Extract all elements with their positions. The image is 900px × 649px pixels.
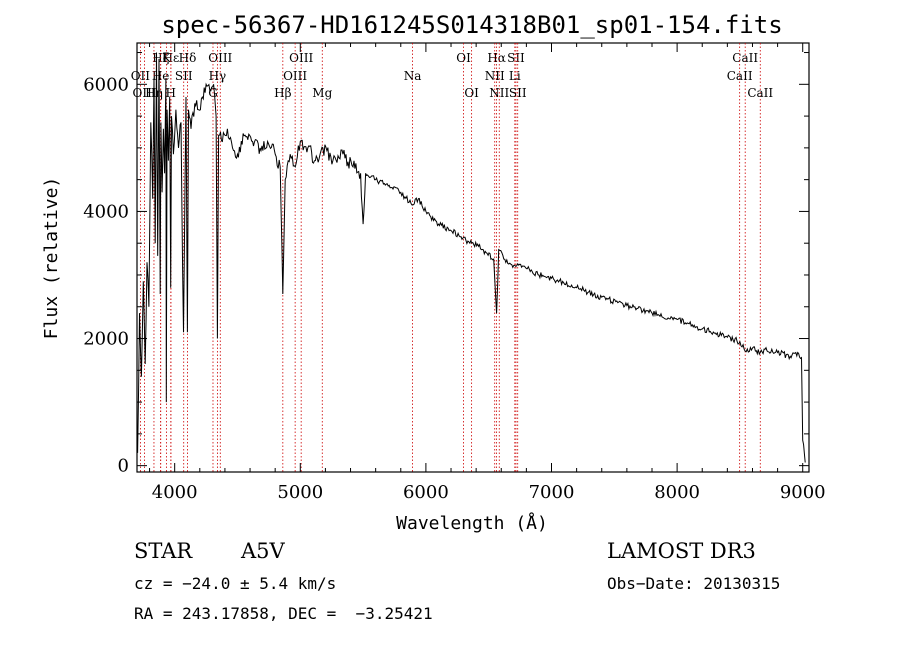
obs-date: Obs−Date: 20130315 xyxy=(607,574,781,593)
line-marker-label-8: H xyxy=(166,86,176,100)
line-marker-label-15: OIII xyxy=(283,69,307,83)
line-marker-label-13: Hβ xyxy=(274,86,291,100)
line-marker-label-12: G xyxy=(208,86,218,100)
y-tick-label-1: 2000 xyxy=(83,329,129,350)
line-marker-label-21: NII xyxy=(485,69,505,83)
x-tick-label-5: 9000 xyxy=(780,482,826,503)
y-tick-label-2: 4000 xyxy=(83,201,129,222)
redshift-cz: cz = −24.0 ± 5.4 km/s xyxy=(134,574,337,593)
line-marker-label-7: SII xyxy=(175,69,193,83)
line-marker-label-27: CaII xyxy=(727,69,753,83)
y-tick-label-3: 6000 xyxy=(83,74,129,95)
line-marker-label-20: Hα xyxy=(487,51,506,65)
line-marker-label-26: CaII xyxy=(732,51,758,65)
x-axis-label: Wavelength (Å) xyxy=(396,512,548,534)
x-tick-label-4: 8000 xyxy=(654,482,700,503)
line-marker-label-10: OIII xyxy=(208,51,232,65)
line-marker-label-16: Mg xyxy=(312,86,332,100)
ra-dec-coords: RA = 243.17858, DEC = −3.25421 xyxy=(134,604,433,623)
line-marker-label-18: OI xyxy=(456,51,471,65)
x-tick-label-1: 5000 xyxy=(277,482,323,503)
line-marker-label-19: OI xyxy=(464,86,479,100)
line-marker-label-2: OIII xyxy=(133,86,157,100)
chart-title: spec-56367-HD161245S014318B01_sp01-154.f… xyxy=(161,11,782,39)
x-tick-label-0: 4000 xyxy=(152,482,198,503)
line-marker-label-24: Li xyxy=(509,69,521,83)
spectral-subclass: A5V xyxy=(241,539,285,563)
survey-name: LAMOST DR3 xyxy=(607,539,756,563)
y-axis-label: Flux (relative) xyxy=(41,177,62,340)
line-marker-label-6: K xyxy=(162,51,172,65)
line-marker-label-25: SII xyxy=(509,86,527,100)
flux-series-line xyxy=(137,52,806,463)
line-marker-label-14: OIII xyxy=(289,51,313,65)
plot-frame xyxy=(136,42,810,473)
line-marker-label-23: SII xyxy=(507,51,525,65)
x-tick-label-2: 6000 xyxy=(403,482,449,503)
line-marker-label-22: NII xyxy=(489,86,509,100)
line-marker-label-1: OII xyxy=(131,69,151,83)
line-marker-label-11: Hγ xyxy=(209,69,227,83)
line-marker-label-17: Na xyxy=(404,69,422,83)
line-marker-label-9: Hδ xyxy=(179,51,197,65)
x-tick-label-3: 7000 xyxy=(529,482,575,503)
y-tick-label-0: 0 xyxy=(118,456,129,477)
object-type: STAR xyxy=(134,539,193,563)
axes: 4000 5000 6000 7000 8000 9000 0 2000 4000 6000 xyxy=(83,43,826,503)
line-marker-label-28: CaII xyxy=(747,86,773,100)
